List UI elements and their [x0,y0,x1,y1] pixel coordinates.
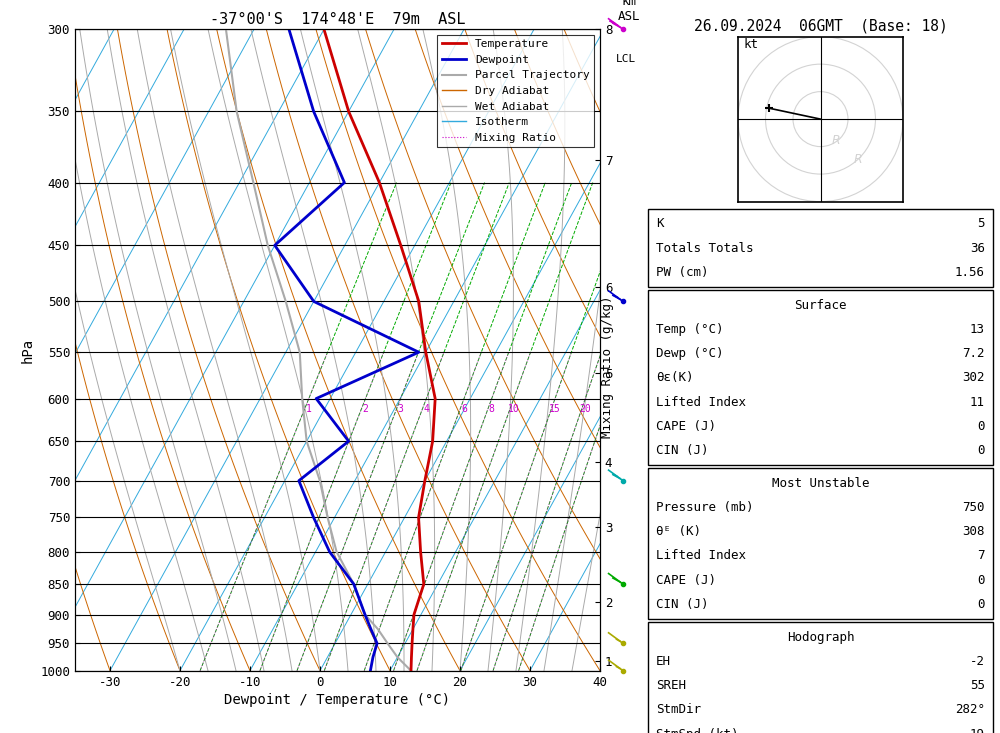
Text: PW (cm): PW (cm) [656,266,708,279]
Text: R: R [831,134,840,147]
Text: Most Unstable: Most Unstable [772,477,869,490]
Text: Hodograph: Hodograph [787,631,854,644]
Text: 7.2: 7.2 [962,347,985,360]
Text: 13: 13 [970,323,985,336]
Text: 55: 55 [970,679,985,692]
Text: 1: 1 [306,404,312,414]
Text: CAPE (J): CAPE (J) [656,420,716,432]
Text: 36: 36 [970,242,985,254]
Text: Surface: Surface [794,299,847,312]
Text: Mixing Ratio (g/kg): Mixing Ratio (g/kg) [602,295,614,438]
Text: StmSpd (kt): StmSpd (kt) [656,728,738,733]
Text: 750: 750 [962,501,985,514]
Text: Dewp (°C): Dewp (°C) [656,347,724,360]
X-axis label: Dewpoint / Temperature (°C): Dewpoint / Temperature (°C) [224,693,451,707]
Text: © weatheronline.co.uk: © weatheronline.co.uk [742,711,899,724]
Text: 1.56: 1.56 [955,266,985,279]
Text: LCL: LCL [616,54,636,65]
Text: 2: 2 [363,404,368,414]
Text: 5: 5 [978,218,985,230]
Text: 6: 6 [461,404,467,414]
Text: 308: 308 [962,526,985,538]
Text: 10: 10 [508,404,520,414]
Text: SREH: SREH [656,679,686,692]
Text: kt: kt [744,37,759,51]
Text: 0: 0 [978,574,985,586]
Text: 20: 20 [579,404,591,414]
Text: 8: 8 [489,404,495,414]
Text: K: K [656,218,664,230]
Text: 0: 0 [978,444,985,457]
Text: θε(K): θε(K) [656,372,694,384]
Text: Temp (°C): Temp (°C) [656,323,724,336]
Text: Pressure (mb): Pressure (mb) [656,501,754,514]
Text: 26.09.2024  06GMT  (Base: 18): 26.09.2024 06GMT (Base: 18) [694,18,947,33]
Text: 19: 19 [970,728,985,733]
Text: CIN (J): CIN (J) [656,598,708,611]
Text: StmDir: StmDir [656,704,701,716]
Text: Totals Totals: Totals Totals [656,242,754,254]
Text: Lifted Index: Lifted Index [656,550,746,562]
Text: 302: 302 [962,372,985,384]
Text: 4: 4 [423,404,429,414]
Text: 11: 11 [970,396,985,408]
Text: 15: 15 [549,404,561,414]
Text: 0: 0 [978,598,985,611]
Text: 0: 0 [978,420,985,432]
Text: 3: 3 [398,404,404,414]
Title: -37°00'S  174°48'E  79m  ASL: -37°00'S 174°48'E 79m ASL [210,12,465,27]
Text: -2: -2 [970,655,985,668]
Text: CIN (J): CIN (J) [656,444,708,457]
Text: km
ASL: km ASL [618,0,640,23]
Text: R: R [853,153,862,166]
Y-axis label: hPa: hPa [21,337,35,363]
Legend: Temperature, Dewpoint, Parcel Trajectory, Dry Adiabat, Wet Adiabat, Isotherm, Mi: Temperature, Dewpoint, Parcel Trajectory… [437,35,594,147]
Text: 7: 7 [978,550,985,562]
Text: 282°: 282° [955,704,985,716]
Text: Lifted Index: Lifted Index [656,396,746,408]
Text: CAPE (J): CAPE (J) [656,574,716,586]
Text: EH: EH [656,655,671,668]
Text: θᴱ (K): θᴱ (K) [656,526,701,538]
